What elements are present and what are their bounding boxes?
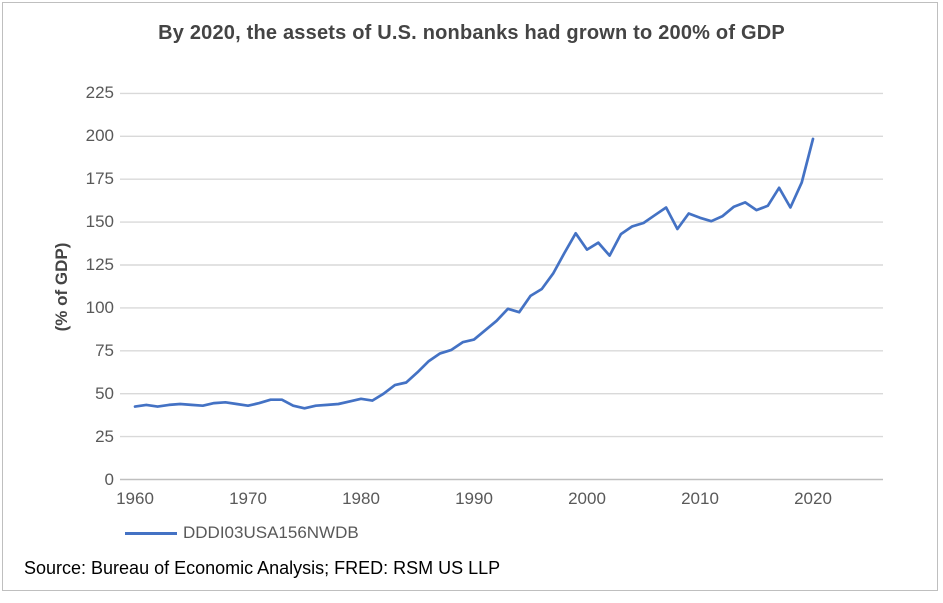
legend-line-swatch <box>125 531 177 535</box>
y-tick-label: 0 <box>104 469 114 489</box>
chart-border <box>2 2 938 591</box>
y-tick-label: 175 <box>85 169 114 189</box>
x-tick-label: 1960 <box>116 489 154 508</box>
x-tick-label: 1980 <box>342 489 380 508</box>
x-tick-label: 1990 <box>455 489 493 508</box>
x-tick-label: 2010 <box>681 489 719 508</box>
data-line <box>133 137 815 410</box>
legend: DDDI03USA156NWDB <box>125 523 359 543</box>
y-tick-label: 50 <box>95 383 114 403</box>
legend-label: DDDI03USA156NWDB <box>183 523 359 542</box>
y-tick-label: 125 <box>85 255 114 274</box>
y-tick-label: 225 <box>85 83 114 103</box>
y-tick-label: 75 <box>95 340 114 360</box>
y-tick-label: 150 <box>85 212 114 232</box>
chart-title: By 2020, the assets of U.S. nonbanks had… <box>158 22 785 44</box>
source-text: Source: Bureau of Economic Analysis; FRE… <box>24 558 501 578</box>
x-tick-label: 2020 <box>794 489 832 508</box>
y-tick-label: 25 <box>95 426 114 446</box>
x-tick-label: 1970 <box>229 489 267 508</box>
y-tick-label: 100 <box>85 297 114 317</box>
x-tick-label: 2000 <box>568 489 606 508</box>
y-tick-label: 200 <box>85 126 114 146</box>
